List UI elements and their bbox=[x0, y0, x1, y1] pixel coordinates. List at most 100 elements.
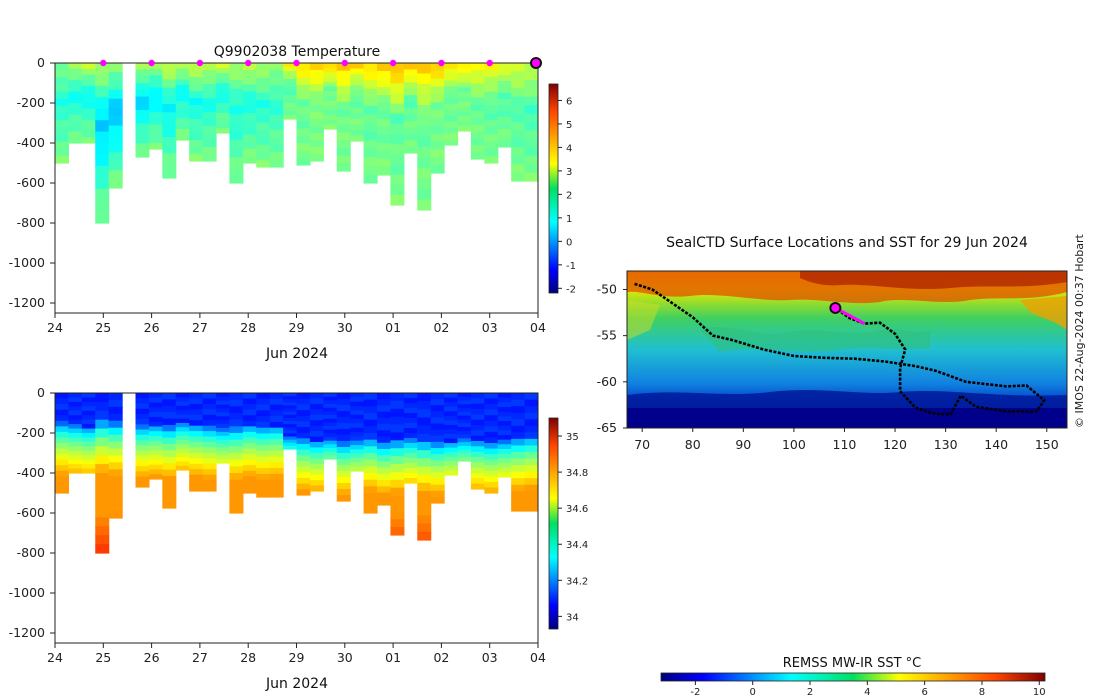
salinity-cell bbox=[148, 402, 163, 408]
temperature-cell bbox=[256, 63, 271, 72]
temperature-cell bbox=[484, 91, 499, 100]
salinity-cell bbox=[323, 455, 338, 460]
salinity-cell bbox=[296, 444, 311, 451]
salinity-cell bbox=[81, 464, 96, 470]
temperature-cell bbox=[189, 77, 204, 85]
salinity-cell bbox=[497, 472, 512, 478]
salinity-cell bbox=[216, 451, 231, 456]
temperature-cell bbox=[148, 118, 163, 126]
salinity-cell bbox=[497, 444, 512, 450]
salinity-cell bbox=[484, 443, 499, 450]
temperature-cell bbox=[269, 92, 284, 101]
salinity-cell bbox=[457, 423, 472, 428]
temperature-cell bbox=[162, 87, 177, 97]
temperature-cell bbox=[484, 148, 499, 157]
temperature-cell bbox=[148, 106, 163, 113]
temperature-cell bbox=[377, 111, 392, 120]
temperature-cell bbox=[430, 118, 445, 127]
salinity-cell bbox=[95, 464, 110, 474]
salinity-cell bbox=[390, 432, 405, 441]
temperature-cell bbox=[135, 103, 150, 111]
salinity-cell bbox=[68, 428, 83, 434]
temperature-cell bbox=[95, 143, 110, 156]
salinity-cell bbox=[377, 399, 392, 407]
salinity-cell bbox=[457, 415, 472, 421]
salinity-cell bbox=[484, 426, 499, 433]
temperature-chart-title: Q9902038 Temperature bbox=[214, 44, 381, 60]
salinity-cell bbox=[162, 450, 177, 458]
salinity-cell bbox=[444, 406, 459, 412]
temperature-cell bbox=[377, 151, 392, 160]
temperature-cell bbox=[256, 100, 271, 109]
salinity-cell bbox=[296, 393, 311, 400]
temperature-cell bbox=[430, 102, 445, 111]
temperature-cell bbox=[68, 120, 83, 127]
salinity-cell bbox=[216, 420, 231, 425]
salinity-cell bbox=[470, 425, 485, 431]
salinity-cell bbox=[216, 428, 231, 433]
salinity-cell bbox=[377, 393, 392, 400]
temperature-cell bbox=[377, 159, 392, 168]
temperature-cell bbox=[511, 105, 526, 115]
temperature-cell bbox=[390, 184, 405, 196]
map-ytick-label: -50 bbox=[597, 281, 617, 296]
salinity-cell bbox=[202, 425, 217, 432]
salinity-cell bbox=[390, 503, 405, 512]
temperature-cell bbox=[417, 168, 432, 180]
salinity-cell bbox=[256, 433, 271, 440]
salinity-cell bbox=[309, 469, 324, 476]
salinity-cell bbox=[95, 508, 110, 519]
temperature-cell bbox=[309, 77, 324, 85]
temperature-cell bbox=[309, 91, 324, 99]
salinity-cell bbox=[377, 436, 392, 444]
salinity-cell bbox=[470, 473, 485, 479]
temperature-cell bbox=[135, 116, 150, 125]
temperature-cell bbox=[242, 70, 257, 78]
temperature-cell bbox=[81, 108, 96, 116]
temperature-cell bbox=[216, 68, 231, 74]
salinity-cell bbox=[511, 406, 526, 414]
temperature-cell bbox=[417, 84, 432, 96]
temperature-cell bbox=[417, 105, 432, 117]
salinity-cell bbox=[216, 459, 231, 464]
salinity-cell bbox=[108, 434, 123, 443]
salinity-cell bbox=[390, 487, 405, 497]
temperature-cell bbox=[283, 91, 298, 96]
temperature-cell bbox=[336, 63, 351, 72]
temperature-cell bbox=[269, 159, 284, 168]
temperature-cell bbox=[377, 95, 392, 104]
salinity-cell bbox=[350, 406, 365, 411]
salinity-cell bbox=[444, 397, 459, 403]
temperature-cell bbox=[81, 85, 96, 93]
salinity-cell bbox=[403, 458, 418, 464]
salinity-cell bbox=[524, 419, 538, 427]
temperature-cell bbox=[202, 126, 217, 134]
temperature-cell bbox=[323, 91, 338, 97]
temperature-cell bbox=[81, 120, 96, 127]
temperature-cell bbox=[283, 67, 298, 72]
salinity-cell bbox=[470, 430, 485, 437]
salinity-cell bbox=[202, 414, 217, 421]
salinity-cell bbox=[189, 447, 204, 454]
temperature-x-label: Jun 2024 bbox=[265, 346, 328, 362]
temperature-cell bbox=[216, 63, 231, 69]
temperature-cell bbox=[377, 143, 392, 152]
temperature-cell bbox=[457, 101, 472, 108]
temperature-cell bbox=[417, 136, 432, 148]
salinity-cell bbox=[470, 419, 485, 426]
temperature-cell bbox=[81, 103, 96, 110]
salinity-cell bbox=[135, 398, 150, 405]
temperature-cell bbox=[309, 154, 324, 162]
salinity-cell bbox=[148, 464, 163, 471]
salinity-cell bbox=[229, 499, 244, 507]
salinity-cell bbox=[336, 471, 351, 478]
salinity-cell bbox=[336, 465, 351, 472]
temperature-cell bbox=[242, 63, 257, 71]
temperature-cell bbox=[350, 135, 365, 142]
salinity-cell bbox=[216, 404, 231, 410]
temperature-cell bbox=[189, 70, 204, 78]
temperature-cell bbox=[68, 68, 83, 76]
salinity-cell bbox=[390, 393, 405, 402]
salinity-cell bbox=[497, 449, 512, 455]
sst-colorbar-ticks: -2 0 2 4 6 8 10 bbox=[690, 681, 1046, 698]
